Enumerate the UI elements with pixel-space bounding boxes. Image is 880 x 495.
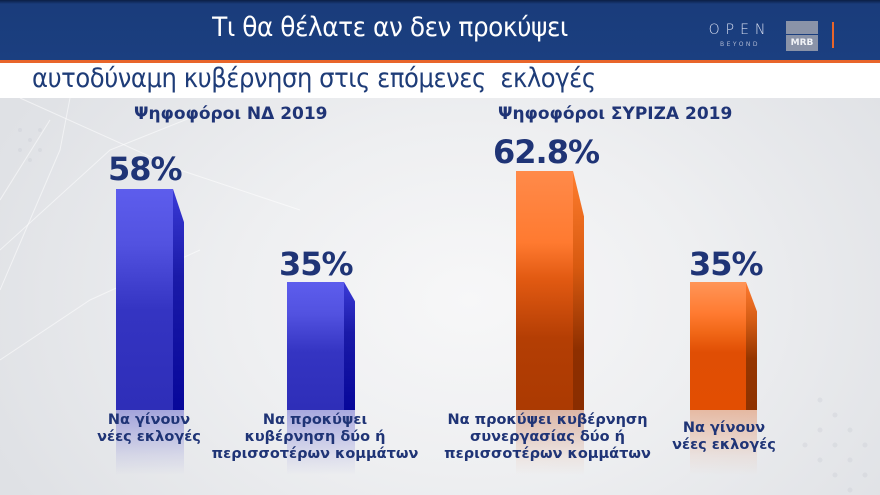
group-title-syriza: Ψηφοφόροι ΣΥΡΙΖΑ 2019 <box>498 104 733 124</box>
category-label: Να προκύψει κυβέρνηση συνεργασίας δύο ή … <box>430 412 665 463</box>
category-label: Να γίνουν νέες εκλογές <box>84 412 214 446</box>
category-label-line: Να προκύψει <box>262 412 368 428</box>
category-label-line: συνεργασίας δύο ή <box>470 429 625 445</box>
mrb-logo-text: MRB <box>786 35 818 51</box>
category-label-line: περισσοτέρων κομμάτων <box>444 446 651 462</box>
mrb-logo: MRB <box>786 21 818 51</box>
mrb-logo-top <box>786 21 818 34</box>
logo-open-subtext: BEYOND <box>719 41 761 48</box>
category-label-line: νέες εκλογές <box>672 437 776 453</box>
category-label-line: Να προκύψει κυβέρνηση <box>447 412 648 428</box>
subtitle-band <box>0 63 880 98</box>
logo-separator <box>832 22 834 48</box>
page-subtitle: αυτοδύναμη κυβέρνηση στις επόμενες εκλογ… <box>32 63 596 94</box>
category-label-line: Να γίνουν <box>107 412 191 428</box>
value-label: 35% <box>279 245 354 283</box>
page-title: Τι θα θέλατε αν δεν προκύψει <box>212 12 568 43</box>
value-label: 58% <box>108 150 183 188</box>
category-label-line: περισσοτέρων κομμάτων <box>211 446 419 462</box>
category-label: Να γίνουν νέες εκλογές <box>664 420 784 454</box>
category-label-line: νέες εκλογές <box>97 429 201 445</box>
category-label-line: κυβέρνηση δύο ή <box>244 429 386 445</box>
value-label: 62.8% <box>493 133 600 171</box>
open-beyond-logo: OPEN BEYOND <box>706 22 774 52</box>
group-title-nd: Ψηφοφόροι ΝΔ 2019 <box>134 104 328 124</box>
header-bar <box>0 0 880 60</box>
category-label-line: Να γίνουν <box>682 420 766 436</box>
value-label: 35% <box>689 245 764 283</box>
logo-open-text: OPEN <box>708 22 772 38</box>
category-label: Να προκύψει κυβέρνηση δύο ή περισσοτέρων… <box>200 412 430 463</box>
header-accent-line <box>0 60 880 63</box>
